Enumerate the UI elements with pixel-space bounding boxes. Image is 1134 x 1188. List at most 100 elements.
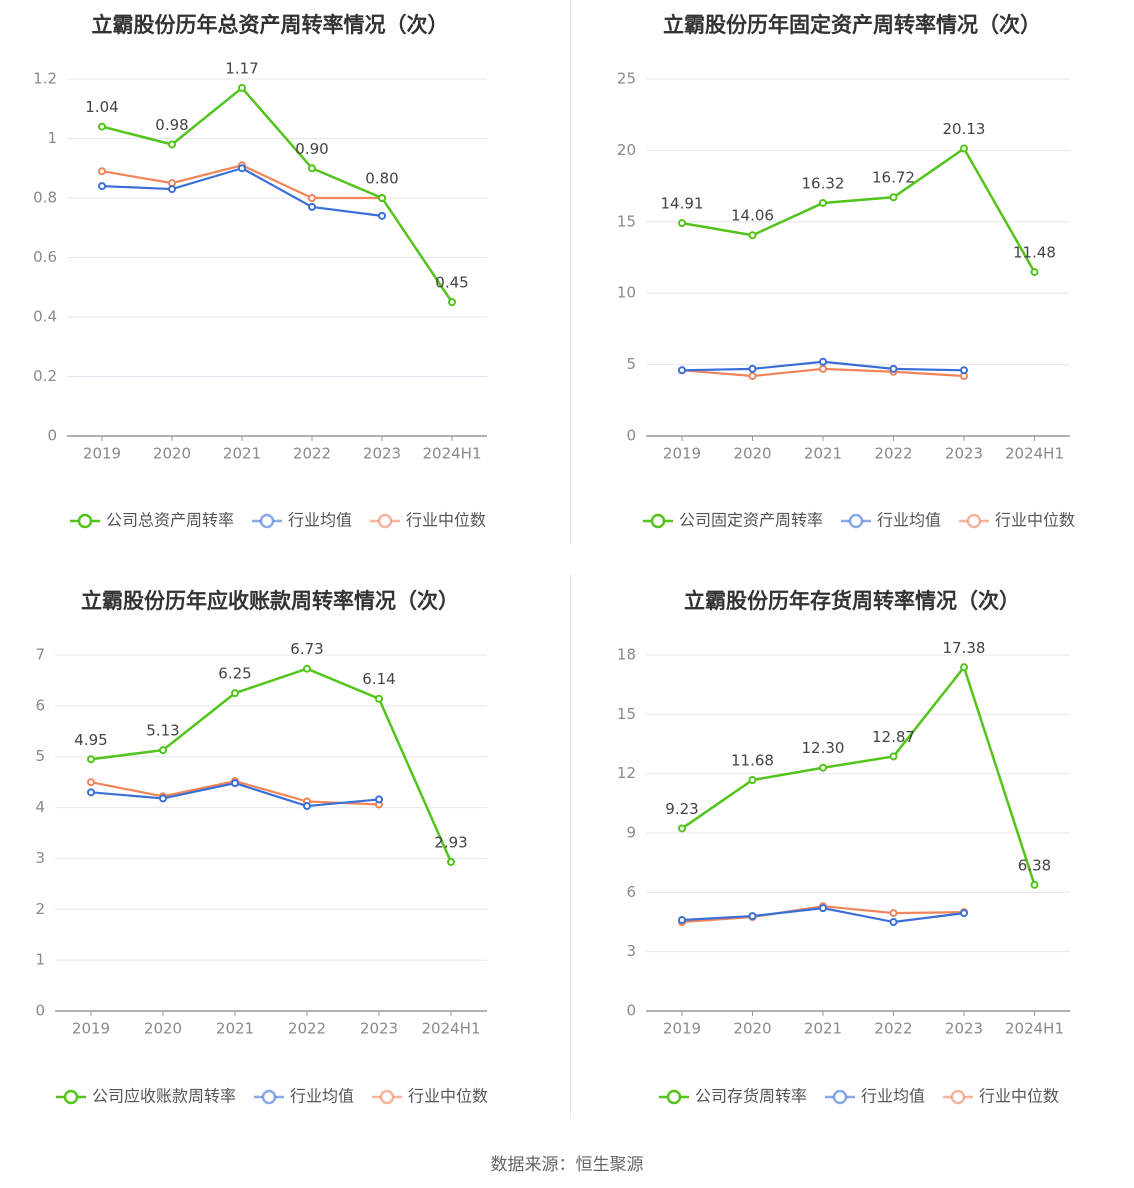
chart-panel-total-asset-turnover: 立霸股份历年总资产周转率情况（次） 0 0.2 0.4 0.6 0.8 1 1.2 2019 20… bbox=[0, 0, 567, 576]
data-label: 20.13 bbox=[943, 120, 986, 138]
x-tick-label: 2023 bbox=[363, 445, 401, 463]
data-label: 14.91 bbox=[661, 195, 704, 213]
data-label: 0.45 bbox=[435, 274, 468, 292]
data-point bbox=[678, 219, 686, 228]
data-point bbox=[375, 694, 383, 703]
data-point bbox=[447, 857, 455, 866]
data-label: 6.38 bbox=[1018, 856, 1051, 874]
legend-label: 行业中位数 bbox=[408, 1087, 488, 1106]
y-tick-label: 15 bbox=[617, 212, 636, 230]
x-tick-label: 2024H1 bbox=[1005, 1020, 1064, 1038]
y-tick-label: 0.6 bbox=[33, 248, 57, 266]
data-point bbox=[87, 755, 95, 764]
data-point bbox=[303, 664, 311, 673]
y-tick-label: 1.2 bbox=[33, 70, 57, 88]
legend-label: 公司固定资产周转率 bbox=[679, 511, 823, 530]
x-tick-label: 2021 bbox=[216, 1020, 254, 1038]
data-point bbox=[87, 788, 95, 797]
y-tick-label: 9 bbox=[626, 824, 636, 842]
series-line bbox=[681, 664, 1036, 886]
y-tick-label: 25 bbox=[617, 70, 636, 88]
data-point bbox=[748, 372, 757, 381]
legend-label: 行业均值 bbox=[861, 1087, 925, 1106]
chart-title: 立霸股份历年总资产周转率情况（次） bbox=[92, 13, 449, 37]
legend-label: 公司存货周转率 bbox=[695, 1087, 807, 1106]
y-tick-label: 10 bbox=[617, 284, 636, 302]
data-point bbox=[98, 167, 106, 176]
chart-fixed-asset-turnover: 立霸股份历年固定资产周转率情况（次） 0 5 10 15 20 25 2019 2020 2021… bbox=[617, 13, 1075, 530]
legend-label: 公司应收账款周转率 bbox=[92, 1087, 236, 1106]
legend-swatch-marker bbox=[261, 1089, 277, 1105]
legend-label: 行业均值 bbox=[877, 511, 941, 530]
y-tick-label: 20 bbox=[617, 141, 636, 159]
data-label: 0.80 bbox=[365, 170, 398, 188]
data-label: 14.06 bbox=[731, 207, 774, 225]
y-tick-label: 0 bbox=[35, 1002, 45, 1020]
data-label: 17.38 bbox=[943, 639, 986, 657]
legend-swatch-marker bbox=[259, 513, 275, 529]
y-tick-label: 3 bbox=[626, 942, 636, 960]
data-point bbox=[748, 364, 757, 373]
legend-swatch-marker bbox=[950, 1089, 966, 1105]
legend-swatch-marker bbox=[650, 513, 666, 529]
data-label: 11.48 bbox=[1013, 244, 1056, 262]
x-tick-label: 2023 bbox=[945, 1020, 983, 1038]
series-line bbox=[101, 167, 383, 217]
data-point bbox=[1030, 880, 1039, 889]
data-label: 5.13 bbox=[146, 722, 179, 740]
x-tick-label: 2024H1 bbox=[423, 445, 482, 463]
chart-panel-inventory-turnover: 立霸股份历年存货周转率情况（次） 0 3 6 9 12 15 18 2019 2020 2021 20… bbox=[567, 576, 1134, 1152]
data-point bbox=[303, 802, 311, 811]
y-tick-label: 1 bbox=[35, 951, 45, 969]
data-point bbox=[168, 185, 176, 194]
y-tick-label: 18 bbox=[617, 646, 636, 664]
data-point bbox=[960, 909, 968, 918]
data-point bbox=[819, 357, 827, 366]
data-label: 1.04 bbox=[85, 98, 118, 116]
data-point bbox=[678, 366, 686, 375]
x-tick-label: 2024H1 bbox=[1005, 445, 1064, 463]
x-tick-label: 2019 bbox=[72, 1020, 110, 1038]
data-point bbox=[378, 211, 386, 220]
series-line bbox=[681, 146, 1036, 273]
legend-label: 行业中位数 bbox=[406, 511, 486, 530]
chart-total-asset-turnover: 立霸股份历年总资产周转率情况（次） 0 0.2 0.4 0.6 0.8 1 1.2 2019 20… bbox=[33, 13, 487, 530]
x-tick-label: 2024H1 bbox=[422, 1020, 481, 1038]
x-tick-label: 2021 bbox=[804, 1020, 842, 1038]
chart-title: 立霸股份历年存货周转率情况（次） bbox=[684, 589, 1020, 613]
y-tick-label: 15 bbox=[617, 705, 636, 723]
data-label: 16.32 bbox=[802, 174, 845, 192]
chart-panel-fixed-asset-turnover: 立霸股份历年固定资产周转率情况（次） 0 5 10 15 20 25 2019 2020 2021… bbox=[567, 0, 1134, 576]
legend-label: 行业均值 bbox=[290, 1087, 354, 1106]
chart-receivables-turnover: 立霸股份历年应收账款周转率情况（次） 0 1 2 3 4 5 6 7 2019 2020 2021 20… bbox=[35, 589, 488, 1106]
data-point bbox=[375, 795, 383, 804]
y-tick-label: 12 bbox=[617, 764, 636, 782]
data-point bbox=[889, 918, 898, 926]
legend-label: 行业中位数 bbox=[979, 1087, 1059, 1106]
data-label: 12.87 bbox=[872, 728, 915, 746]
x-tick-label: 2022 bbox=[874, 1020, 912, 1038]
y-tick-label: 6 bbox=[626, 883, 636, 901]
chart-panel-receivables-turnover: 立霸股份历年应收账款周转率情况（次） 0 1 2 3 4 5 6 7 2019 2020 2021 20… bbox=[0, 576, 567, 1152]
x-tick-label: 2022 bbox=[293, 445, 331, 463]
legend-label: 公司总资产周转率 bbox=[106, 511, 234, 530]
data-source-note: 数据来源：恒生聚源 bbox=[490, 1155, 644, 1175]
data-point bbox=[889, 752, 898, 761]
y-tick-label: 1 bbox=[47, 129, 57, 147]
data-point bbox=[678, 916, 686, 925]
data-point bbox=[308, 164, 316, 173]
chart-title: 立霸股份历年固定资产周转率情况（次） bbox=[663, 13, 1041, 37]
data-point bbox=[238, 164, 246, 173]
data-label: 6.14 bbox=[362, 670, 395, 688]
data-point bbox=[748, 775, 757, 784]
data-point bbox=[678, 824, 686, 833]
data-point bbox=[889, 364, 898, 373]
y-tick-label: 0.2 bbox=[33, 367, 57, 385]
series-line bbox=[90, 667, 453, 863]
data-point bbox=[960, 663, 968, 672]
data-label: 11.68 bbox=[731, 751, 774, 769]
x-tick-label: 2019 bbox=[663, 1020, 701, 1038]
series-line bbox=[101, 86, 454, 303]
x-tick-label: 2021 bbox=[804, 445, 842, 463]
y-tick-label: 5 bbox=[626, 355, 636, 373]
